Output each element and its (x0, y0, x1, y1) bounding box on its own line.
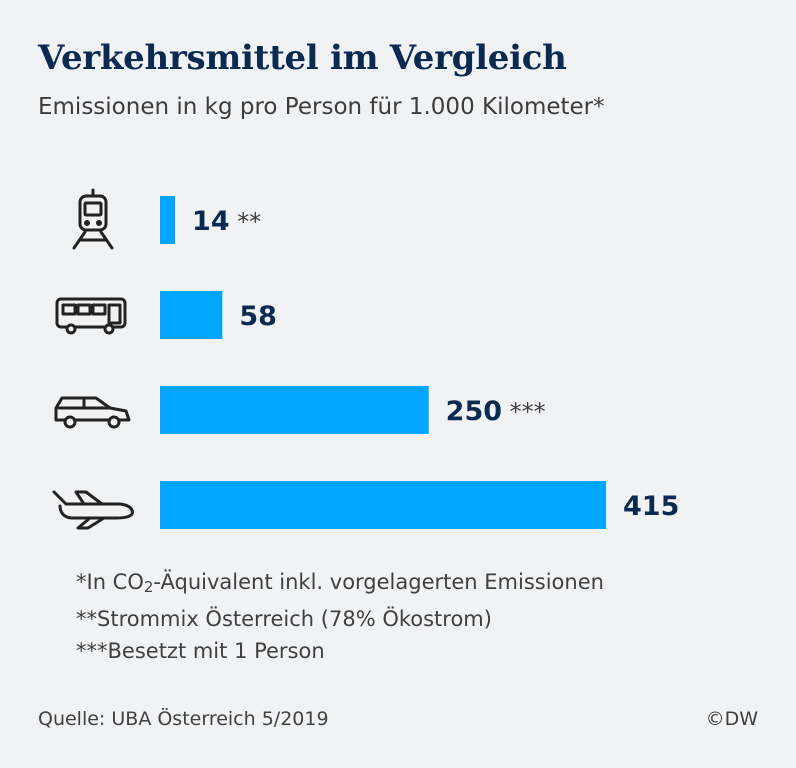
value-label-train: 14 ** (192, 206, 261, 237)
chart-subtitle: Emissionen in kg pro Person für 1.000 Ki… (38, 94, 605, 120)
source-note: Quelle: UBA Österreich 5/2019 (38, 708, 329, 730)
bus-icon (55, 297, 127, 335)
footnote-1-text: *In CO (76, 570, 144, 594)
bar-airplane (160, 481, 606, 529)
chart-title: Verkehrsmittel im Vergleich (38, 38, 567, 78)
bar-chart: 14 ** 58 250 *** 415 (52, 188, 679, 530)
footnote-1-subscript: 2 (143, 578, 154, 596)
copyright: ©DW (705, 708, 758, 730)
footnote-2: **Strommix Österreich (78% Ökostrom) (76, 607, 492, 631)
value-label-car: 250 *** (446, 396, 546, 427)
value-label-bus: 58 (239, 301, 277, 332)
footnotes: *In CO2-Äquivalent inkl. vorgelagerten E… (76, 566, 604, 667)
bar-car (160, 386, 429, 434)
value-label-airplane: 415 (623, 491, 679, 522)
footnote-1: *In CO2-Äquivalent inkl. vorgelagerten E… (76, 566, 604, 603)
bar-bus (160, 291, 223, 339)
footnote-1-text-rest: -Äquivalent inkl. vorgelagerten Emission… (153, 570, 604, 594)
bar-train (160, 196, 176, 244)
airplane-icon (52, 490, 134, 530)
footnote-3: ***Besetzt mit 1 Person (76, 639, 325, 663)
train-icon (72, 188, 114, 250)
car-icon (54, 396, 131, 429)
